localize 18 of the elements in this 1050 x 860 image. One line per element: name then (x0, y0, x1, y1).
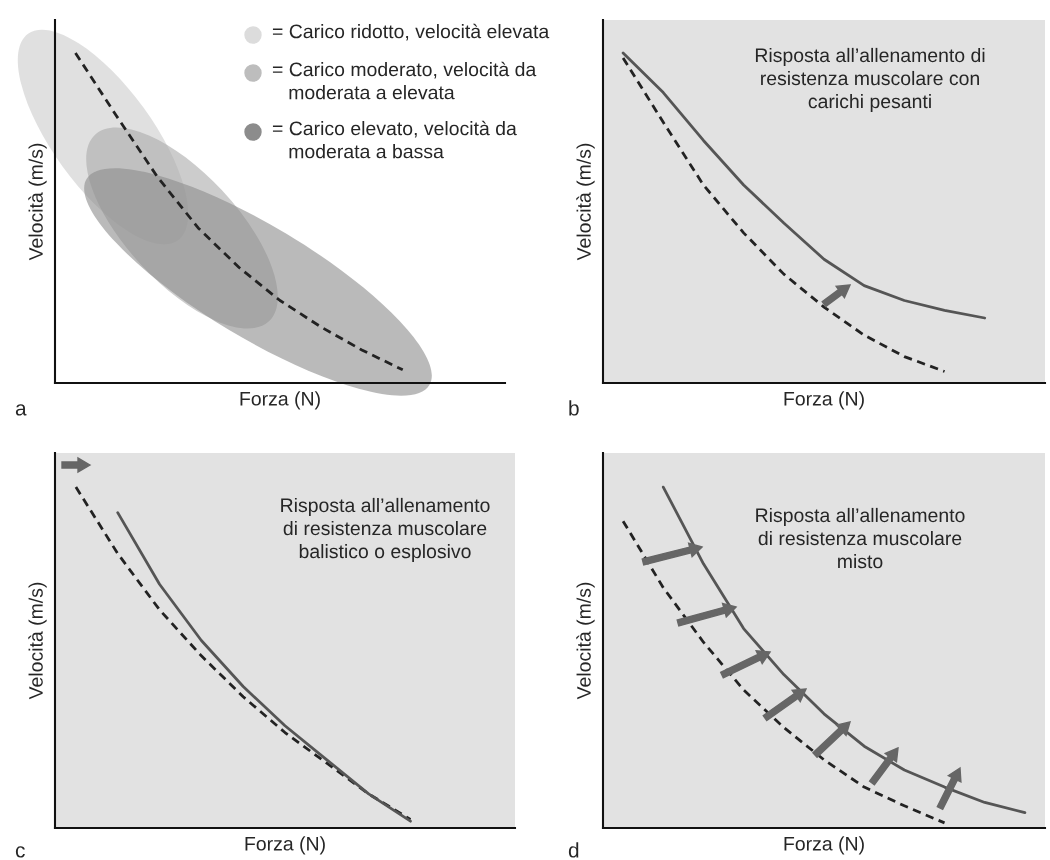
y-axis-title: Velocità (m/s) (576, 143, 595, 261)
x-axis-title: Forza (N) (784, 391, 864, 410)
x-axis-title: Forza (N) (245, 836, 325, 855)
y-axis-title: Velocità (m/s) (28, 143, 47, 261)
annotation: Risposta all’allenamento di resistenza muscolare balistico o esplosivo (281, 497, 490, 563)
y-axis-title: Velocità (m/s) (576, 582, 595, 700)
x-axis-title: Forza (N) (240, 391, 320, 410)
text: = Carico ridotto, velocità elevata (272, 23, 550, 41)
text: a (15, 404, 27, 416)
annotation: = Carico elevato, velocità da moderata a bassa (272, 120, 517, 159)
annotation: = Carico moderato, velocità da moderata a elevata (272, 61, 537, 100)
y-axis-title: Velocità (m/s) (28, 582, 47, 700)
text: b (569, 400, 579, 416)
text: d (568, 842, 579, 858)
x-axis-title: Forza (N) (784, 836, 864, 855)
annotation: Risposta all’allenamento di resistenza muscolare misto (756, 507, 965, 569)
annotation: Risposta all’allenamento di resistenza muscolare con carichi pesanti (755, 47, 985, 113)
text: c (15, 846, 25, 858)
